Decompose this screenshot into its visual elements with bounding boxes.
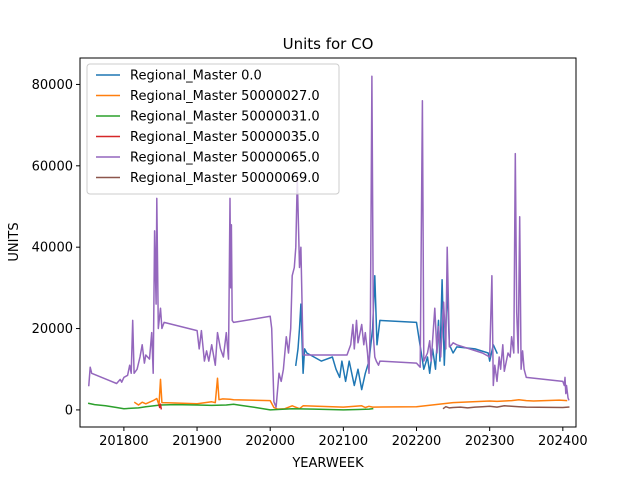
x-tick-label: 202400 <box>538 434 588 449</box>
x-tick-label: 201800 <box>99 434 149 449</box>
y-axis-ticks: 0 20000 40000 60000 80000 <box>32 78 80 418</box>
x-tick-label: 202200 <box>392 434 442 449</box>
legend-label: Regional_Master 50000027.0 <box>130 89 320 104</box>
y-tick-label: 60000 <box>32 159 73 174</box>
legend-label: Regional_Master 0.0 <box>130 69 262 84</box>
x-tick-label: 201900 <box>172 434 222 449</box>
y-tick-label: 80000 <box>32 78 73 93</box>
x-tick-label: 202100 <box>319 434 369 449</box>
series-line-4 <box>87 75 570 408</box>
y-tick-label: 20000 <box>32 322 73 337</box>
x-tick-label: 202300 <box>465 434 515 449</box>
series-layer <box>87 75 570 411</box>
chart-title: Units for CO <box>283 35 374 53</box>
x-tick-label: 202000 <box>245 434 295 449</box>
plot-frame <box>79 57 577 428</box>
x-axis-ticks: 201800 201900 202000 202100 202200 202300 2024… <box>99 427 588 449</box>
series-line-5 <box>442 405 570 410</box>
legend-label: Regional_Master 50000031.0 <box>130 110 320 125</box>
legend-frame <box>86 63 340 195</box>
series-line-1 <box>133 377 568 410</box>
legend-label: Regional_Master 50000069.0 <box>130 171 320 186</box>
x-axis-label: YEARWEEK <box>291 456 364 471</box>
series-line-2 <box>87 402 374 411</box>
y-tick-label: 0 <box>65 403 73 418</box>
y-tick-label: 40000 <box>32 241 73 256</box>
y-axis-label: UNITS <box>7 222 22 261</box>
series-line-3 <box>158 403 163 410</box>
legend-label: Regional_Master 50000035.0 <box>130 130 320 145</box>
legend-label: Regional_Master 50000065.0 <box>130 151 320 166</box>
legend: Regional_Master 0.0 Regional_Master 50000… <box>86 63 340 195</box>
legend-items: Regional_Master 0.0 Regional_Master 50000… <box>96 69 320 186</box>
